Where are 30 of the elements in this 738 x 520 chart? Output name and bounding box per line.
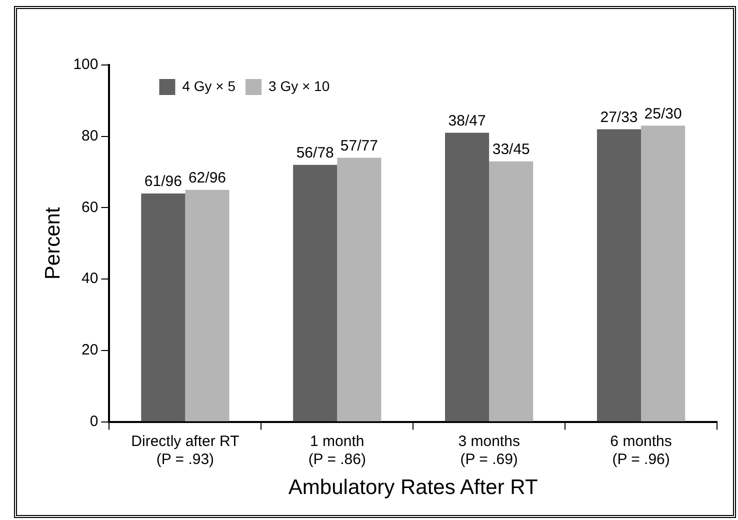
y-tick-label: 40 (82, 270, 98, 288)
data-label: 33/45 (492, 140, 530, 158)
y-tick-label: 20 (82, 342, 98, 359)
x-tick-label: 6 months (P = .96) (610, 432, 672, 468)
y-axis-title: Percent (41, 207, 64, 280)
y-tick-label: 80 (82, 128, 98, 144)
bar (141, 193, 186, 422)
legend-label: 4 Gy × 5 (182, 78, 236, 94)
bar (337, 158, 382, 422)
legend-label: 3 Gy × 10 (268, 78, 330, 94)
x-axis-title: Ambulatory Rates After RT (288, 476, 538, 500)
data-label: 57/77 (340, 137, 378, 154)
x-tick-label: 1 month (P = .86) (308, 432, 366, 468)
data-label: 25/30 (644, 105, 682, 122)
data-label: 61/96 (144, 173, 182, 190)
bar (185, 190, 230, 422)
data-label: 38/47 (448, 112, 486, 130)
x-tick-label: Directly after RT (P = .93) (131, 432, 240, 468)
bar (596, 129, 642, 422)
data-label: 27/33 (600, 108, 638, 126)
bar (489, 161, 534, 422)
y-tick-label: 0 (90, 412, 98, 430)
bar (293, 164, 338, 422)
bar (445, 132, 490, 422)
x-tick-label: 3 months (P = .69) (458, 432, 520, 468)
y-tick-label: 100 (73, 56, 98, 74)
y-tick-label: 60 (82, 198, 98, 216)
bar (641, 126, 686, 422)
data-label: 56/78 (296, 144, 334, 162)
data-label: 62/96 (188, 170, 226, 187)
